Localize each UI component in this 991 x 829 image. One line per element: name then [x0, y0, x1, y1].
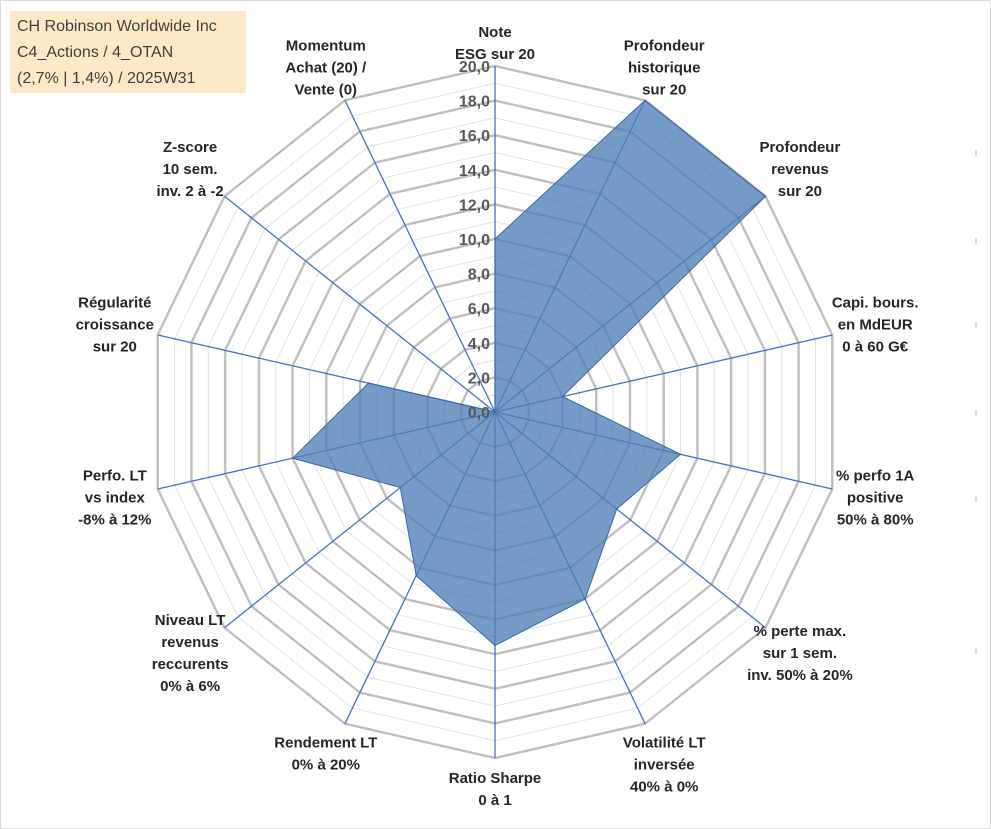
- tick-label: 4,0: [468, 336, 490, 353]
- tick-label: 18,0: [459, 94, 490, 111]
- tick-label: 2,0: [468, 370, 490, 387]
- title-line-2: C4_Actions / 4_OTAN: [17, 44, 174, 61]
- tick-label: 16,0: [459, 128, 490, 145]
- series-point-7: [494, 644, 496, 647]
- series-point-5: [615, 508, 618, 510]
- series-area: [291, 99, 767, 647]
- tick-label: 20,0: [459, 59, 490, 76]
- series-point-3: [561, 395, 564, 398]
- series-point-11: [367, 382, 370, 384]
- series-point-13: [494, 411, 496, 413]
- tick-label: 6,0: [468, 301, 490, 318]
- axis-label-13: Momentum Achat (20) / Vente (0): [285, 38, 367, 99]
- series-point-0: [494, 238, 496, 240]
- edge-mark: [975, 410, 977, 416]
- radar-series: [291, 99, 767, 647]
- title-line-3: (2,7% | 1,4%) / 2025W31: [17, 70, 196, 87]
- axis-label-8: Rendement LT 0% à 20%: [274, 734, 377, 773]
- axis-label-1: Profondeur historique sur 20: [624, 38, 705, 99]
- axis-label-10: Perfo. LT vs index -8% à 12%: [78, 467, 151, 528]
- tick-label: 12,0: [459, 197, 490, 214]
- axis-label-12: Z-score 10 sem. inv. 2 à -2: [156, 139, 223, 200]
- edge-mark: [975, 238, 977, 244]
- axis-label-5: % perte max. sur 1 sem. inv. 50% à 20%: [747, 623, 853, 684]
- axis-label-4: % perfo 1A positive 50% à 80%: [836, 467, 915, 528]
- axis-label-3: Capi. bours. en MdEUR 0 à 60 G€: [832, 295, 919, 356]
- spoke-12: [224, 195, 496, 413]
- series-point-4: [679, 453, 682, 456]
- tick-label: 14,0: [459, 163, 490, 180]
- chart-title-box: CH Robinson Worldwide Inc C4_Actions / 4…: [10, 11, 246, 93]
- series-point-2: [764, 195, 767, 198]
- axis-label-2: Profondeur revenus sur 20: [759, 139, 840, 200]
- axis-label-9: Niveau LT revenus reccurents 0% à 6%: [152, 612, 229, 695]
- series-point-10: [291, 457, 294, 460]
- radar-tick-labels: 0,0 2,0 4,0 6,0 8,0 10,0 12,0 14,0 16,0 18,0 20,0: [459, 59, 490, 422]
- series-point-1: [644, 99, 646, 102]
- axis-label-11: Régularité croissance sur 20: [76, 295, 154, 356]
- series-point-6: [584, 598, 586, 600]
- radar-axis-labels: Note ESG sur 20 Profondeur historique sur 20…: [76, 24, 919, 809]
- edge-mark: [975, 150, 977, 156]
- axis-label-0: Note ESG sur 20: [455, 24, 535, 63]
- axis-label-7: Ratio Sharpe 0 à 1: [449, 770, 542, 809]
- tick-label: 8,0: [468, 267, 490, 284]
- series-point-9: [399, 486, 402, 489]
- series-point-8: [415, 574, 418, 577]
- spoke-13: [344, 100, 496, 413]
- edge-mark: [975, 322, 977, 328]
- edge-mark: [975, 648, 977, 654]
- tick-label: 0,0: [468, 405, 490, 422]
- edge-mark: [975, 496, 977, 502]
- axis-label-6: Volatilité LT inversée 40% à 0%: [623, 734, 706, 795]
- tick-label: 10,0: [459, 232, 490, 249]
- title-line-1: CH Robinson Worldwide Inc: [17, 18, 217, 35]
